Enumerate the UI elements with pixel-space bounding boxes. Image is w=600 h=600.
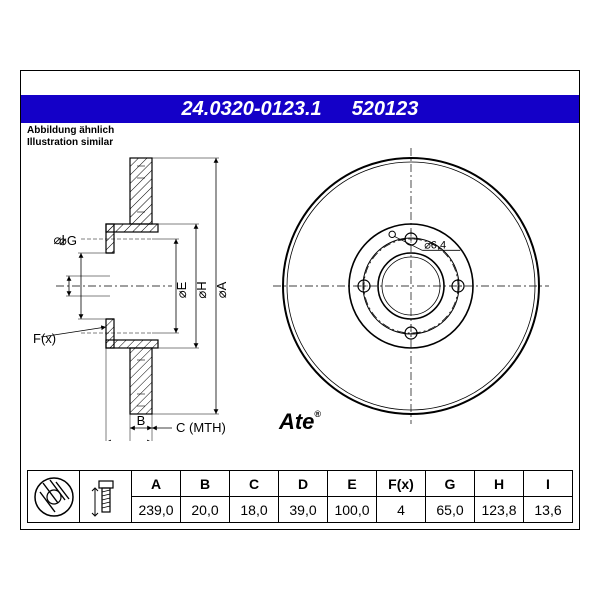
dim-header: F(x) [377, 471, 426, 497]
registered-mark: ® [314, 409, 321, 419]
svg-text:⌀H: ⌀H [194, 281, 209, 298]
svg-text:F(x): F(x) [33, 331, 56, 346]
dim-value: 13,6 [524, 497, 573, 523]
svg-text:⌀E: ⌀E [174, 281, 189, 298]
dim-header: E [328, 471, 377, 497]
dim-header: A [132, 471, 181, 497]
svg-text:B: B [137, 413, 146, 428]
dim-value: 20,0 [181, 497, 230, 523]
dim-value: 18,0 [230, 497, 279, 523]
dimension-table: ABCDEF(x)GHI 239,020,018,039,0100,0465,0… [21, 466, 579, 529]
dim-header: D [279, 471, 328, 497]
dim-header: C [230, 471, 279, 497]
part-number: 24.0320-0123.1 [182, 98, 322, 121]
svg-text:⌀A: ⌀A [214, 281, 229, 298]
svg-text:⌀G: ⌀G [59, 233, 77, 248]
svg-text:⌀6,4: ⌀6,4 [424, 239, 446, 251]
dim-value: 65,0 [426, 497, 475, 523]
dim-header: I [524, 471, 573, 497]
disc-icon-cell [28, 471, 80, 523]
dim-header: B [181, 471, 230, 497]
dim-value: 4 [377, 497, 426, 523]
title-banner: 24.0320-0123.1 520123 [21, 95, 579, 123]
dim-value: 100,0 [328, 497, 377, 523]
logo-text: Ate [279, 409, 314, 434]
dim-value: 123,8 [475, 497, 524, 523]
dim-value: 39,0 [279, 497, 328, 523]
disc-icon [32, 475, 76, 519]
dim-header: H [475, 471, 524, 497]
dim-header: G [426, 471, 475, 497]
brand-logo: Ate® [270, 409, 330, 435]
technical-drawing: ⌀6,4⌀I⌀G⌀E⌀H⌀AF(x)BDC (MTH) [21, 131, 579, 441]
bolt-icon [89, 475, 123, 519]
dim-value: 239,0 [132, 497, 181, 523]
bolt-icon-cell [80, 471, 132, 523]
secondary-number: 520123 [352, 98, 419, 121]
svg-text:C (MTH): C (MTH) [176, 420, 226, 435]
drawing-sheet: 24.0320-0123.1 520123 Abbildung ähnlich … [20, 70, 580, 530]
